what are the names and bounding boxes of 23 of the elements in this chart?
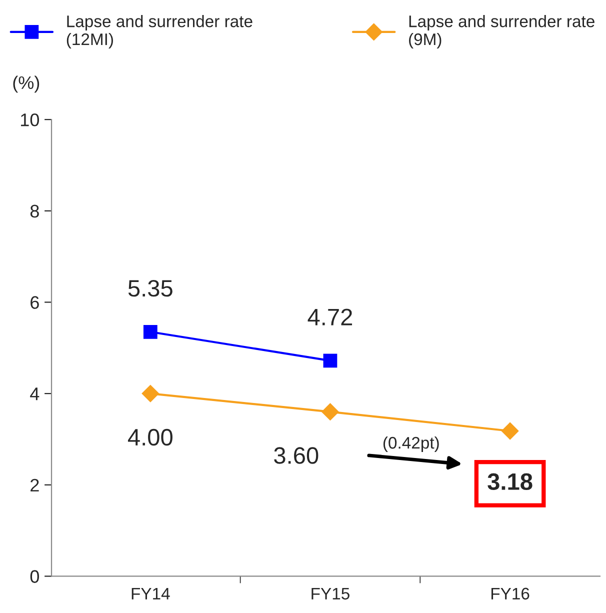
annotation: (0.42pt) (383, 436, 439, 452)
x-tick-label: FY16 (491, 588, 530, 600)
point (323, 354, 338, 368)
y-tick-label: 10 (21, 113, 39, 126)
legend-label: Lapse and surrender rate (12MI) (66, 15, 252, 48)
y-tick-label: 4 (30, 388, 40, 400)
data-label: 3.18 (488, 473, 532, 490)
data-label: 5.35 (128, 280, 172, 297)
y-axis-title: (%) (13, 76, 40, 93)
y-tick-label: 8 (30, 204, 39, 218)
data-label: 4.72 (308, 308, 352, 326)
data-label: 3.60 (274, 447, 318, 464)
y-tick-label: 6 (30, 296, 39, 309)
point (322, 403, 339, 420)
point (143, 324, 158, 339)
y-tick-label: 2 (30, 478, 39, 492)
point (142, 384, 159, 402)
x-tick-label: FY15 (312, 588, 350, 600)
legend-label: Lapse and surrender rate (9M) (409, 15, 594, 48)
data-label: 4.00 (128, 428, 172, 446)
point (501, 422, 519, 440)
x-tick-label: FY14 (132, 588, 170, 600)
y-tick-label: 0 (30, 570, 39, 583)
